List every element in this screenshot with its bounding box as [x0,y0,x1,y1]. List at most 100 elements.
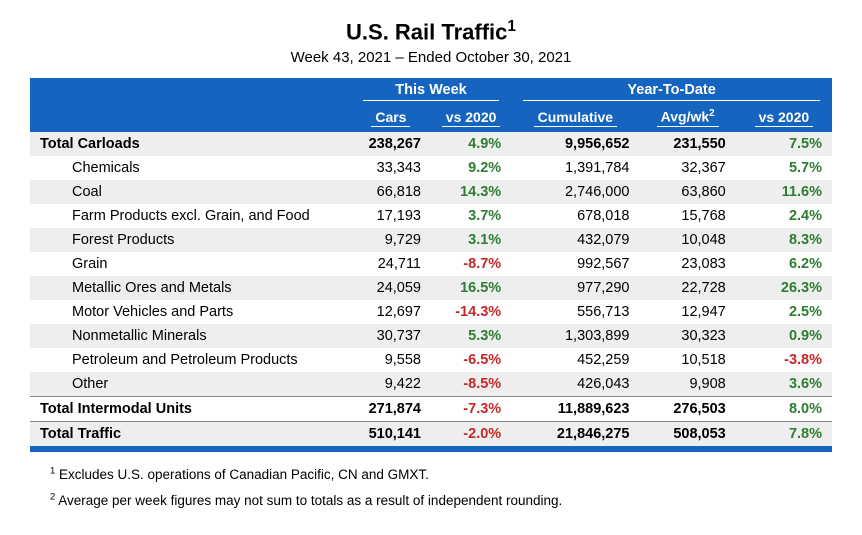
row-cell: 30,323 [640,324,736,348]
subheader-cumulative: Cumulative [511,105,639,132]
table-row: Forest Products9,7293.1%432,07910,0488.3… [30,228,832,252]
row-cell: 678,018 [511,204,639,228]
header-ytd: Year-To-Date [511,78,832,105]
subheader-vs2020-ytd: vs 2020 [736,105,832,132]
table-row: Grain24,711-8.7%992,56723,0836.2% [30,252,832,276]
row-cell: -8.7% [431,252,511,276]
row-cell: 556,713 [511,300,639,324]
table-row: Petroleum and Petroleum Products9,558-6.… [30,348,832,372]
row-cell: 6.2% [736,252,832,276]
row-cell: 24,711 [351,252,431,276]
row-cell: 977,290 [511,276,639,300]
row-cell: -3.8% [736,348,832,372]
row-label: Forest Products [30,228,351,252]
footnote: 1 Excludes U.S. operations of Canadian P… [50,462,832,488]
table-footer-bar [30,446,832,452]
row-cell: 32,367 [640,156,736,180]
row-cell: 11.6% [736,180,832,204]
row-cell: 231,550 [640,132,736,156]
row-cell: 510,141 [351,422,431,446]
row-label: Chemicals [30,156,351,180]
row-cell: -14.3% [431,300,511,324]
row-cell: 452,259 [511,348,639,372]
row-label: Total Intermodal Units [30,397,351,422]
row-label: Metallic Ores and Metals [30,276,351,300]
footnotes: 1 Excludes U.S. operations of Canadian P… [30,462,832,513]
row-cell: 23,083 [640,252,736,276]
row-cell: 30,737 [351,324,431,348]
row-cell: 2.4% [736,204,832,228]
row-cell: 9,956,652 [511,132,639,156]
row-cell: 2.5% [736,300,832,324]
row-cell: 21,846,275 [511,422,639,446]
row-cell: -7.3% [431,397,511,422]
row-cell: 33,343 [351,156,431,180]
row-cell: 4.9% [431,132,511,156]
row-cell: 63,860 [640,180,736,204]
row-cell: 5.7% [736,156,832,180]
table-body: Total Carloads238,2674.9%9,956,652231,55… [30,132,832,446]
page-title: U.S. Rail Traffic1 [30,18,832,45]
row-cell: 426,043 [511,372,639,397]
row-label: Other [30,372,351,397]
row-cell: 1,303,899 [511,324,639,348]
row-cell: 5.3% [431,324,511,348]
table-row: Total Intermodal Units271,874-7.3%11,889… [30,397,832,422]
row-label: Total Traffic [30,422,351,446]
header-this-week: This Week [351,78,511,105]
row-cell: 12,947 [640,300,736,324]
row-cell: 3.1% [431,228,511,252]
row-cell: -6.5% [431,348,511,372]
row-cell: 3.6% [736,372,832,397]
row-label: Coal [30,180,351,204]
table-row: Farm Products excl. Grain, and Food17,19… [30,204,832,228]
row-label: Petroleum and Petroleum Products [30,348,351,372]
table-row: Metallic Ores and Metals24,05916.5%977,2… [30,276,832,300]
row-cell: 24,059 [351,276,431,300]
row-cell: 3.7% [431,204,511,228]
table-row: Chemicals33,3439.2%1,391,78432,3675.7% [30,156,832,180]
row-cell: 14.3% [431,180,511,204]
row-cell: 9,558 [351,348,431,372]
row-cell: 9,422 [351,372,431,397]
page-subtitle: Week 43, 2021 – Ended October 30, 2021 [30,49,832,66]
subheader-blank [30,105,351,132]
row-cell: 271,874 [351,397,431,422]
subheader-cars: Cars [351,105,431,132]
title-sup: 1 [507,18,516,35]
row-label: Motor Vehicles and Parts [30,300,351,324]
row-label: Grain [30,252,351,276]
row-cell: 1,391,784 [511,156,639,180]
row-cell: 11,889,623 [511,397,639,422]
row-cell: 2,746,000 [511,180,639,204]
row-cell: 992,567 [511,252,639,276]
row-label: Farm Products excl. Grain, and Food [30,204,351,228]
row-cell: 12,697 [351,300,431,324]
table-row: Total Carloads238,2674.9%9,956,652231,55… [30,132,832,156]
row-cell: 9,908 [640,372,736,397]
row-cell: -2.0% [431,422,511,446]
row-cell: 10,048 [640,228,736,252]
subheader-vs2020-week: vs 2020 [431,105,511,132]
rail-traffic-table: This Week Year-To-Date Cars vs 2020 Cumu… [30,78,832,452]
row-cell: 7.5% [736,132,832,156]
title-text: U.S. Rail Traffic [346,19,507,44]
row-cell: 22,728 [640,276,736,300]
row-cell: 17,193 [351,204,431,228]
table-row: Total Traffic510,141-2.0%21,846,275508,0… [30,422,832,446]
row-cell: 9.2% [431,156,511,180]
row-cell: 10,518 [640,348,736,372]
footnote: 2 Average per week figures may not sum t… [50,488,832,514]
row-cell: -8.5% [431,372,511,397]
row-label: Nonmetallic Minerals [30,324,351,348]
row-cell: 508,053 [640,422,736,446]
row-cell: 432,079 [511,228,639,252]
row-cell: 8.0% [736,397,832,422]
row-cell: 8.3% [736,228,832,252]
row-cell: 0.9% [736,324,832,348]
table-row: Other9,422-8.5%426,0439,9083.6% [30,372,832,397]
row-cell: 276,503 [640,397,736,422]
row-cell: 16.5% [431,276,511,300]
row-label: Total Carloads [30,132,351,156]
row-cell: 15,768 [640,204,736,228]
